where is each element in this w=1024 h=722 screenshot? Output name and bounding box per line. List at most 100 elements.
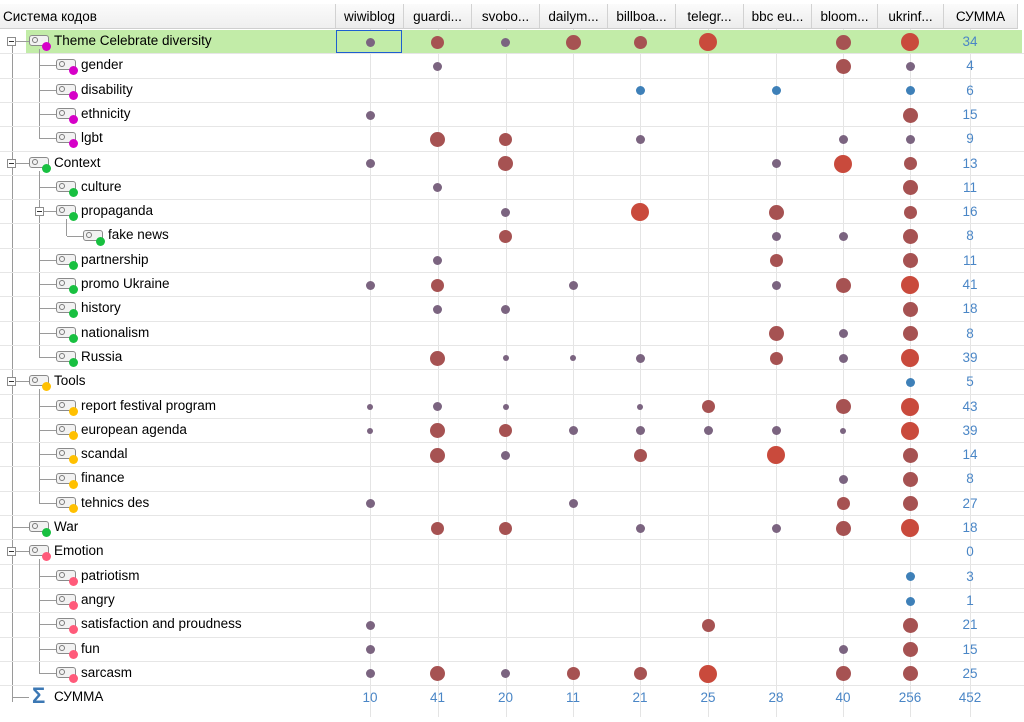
tree-row[interactable] bbox=[0, 249, 1024, 273]
frequency-dot[interactable] bbox=[703, 426, 713, 436]
frequency-dot[interactable] bbox=[365, 620, 375, 630]
frequency-dot[interactable] bbox=[635, 134, 645, 144]
tree-row[interactable] bbox=[0, 297, 1024, 321]
expand-collapse-toggle[interactable] bbox=[7, 158, 16, 168]
column-header-8[interactable]: bloom... bbox=[812, 4, 878, 29]
frequency-dot[interactable] bbox=[771, 280, 781, 290]
expand-collapse-toggle[interactable] bbox=[7, 377, 16, 387]
frequency-dot[interactable] bbox=[501, 450, 510, 460]
frequency-dot[interactable] bbox=[902, 642, 918, 658]
frequency-dot[interactable] bbox=[365, 37, 375, 47]
frequency-dot[interactable] bbox=[499, 230, 512, 244]
frequency-dot[interactable] bbox=[433, 183, 442, 193]
tree-row[interactable] bbox=[0, 492, 1024, 516]
frequency-dot[interactable] bbox=[903, 205, 917, 219]
frequency-dot[interactable] bbox=[835, 34, 851, 50]
selected-cell[interactable] bbox=[336, 30, 402, 53]
tree-row[interactable] bbox=[0, 322, 1024, 346]
code-label[interactable]: lgbt bbox=[81, 130, 103, 146]
frequency-dot[interactable] bbox=[771, 159, 781, 169]
tree-row[interactable] bbox=[0, 516, 1024, 540]
frequency-dot[interactable] bbox=[905, 61, 915, 71]
frequency-dot[interactable] bbox=[768, 326, 784, 342]
frequency-dot[interactable] bbox=[771, 426, 781, 436]
column-header-6[interactable]: telegr... bbox=[676, 4, 744, 29]
frequency-dot[interactable] bbox=[430, 350, 445, 366]
frequency-dot[interactable] bbox=[902, 180, 918, 196]
frequency-dot[interactable] bbox=[365, 499, 375, 509]
frequency-dot[interactable] bbox=[836, 497, 850, 511]
frequency-dot[interactable] bbox=[433, 304, 442, 314]
frequency-dot[interactable] bbox=[769, 254, 783, 268]
code-label[interactable]: scandal bbox=[81, 446, 128, 462]
frequency-dot[interactable] bbox=[901, 397, 919, 416]
frequency-dot[interactable] bbox=[902, 301, 918, 317]
frequency-dot[interactable] bbox=[902, 666, 918, 682]
tree-row[interactable] bbox=[0, 346, 1024, 370]
frequency-dot[interactable] bbox=[570, 355, 576, 362]
frequency-dot[interactable] bbox=[901, 33, 919, 52]
frequency-dot[interactable] bbox=[633, 667, 647, 681]
frequency-dot[interactable] bbox=[905, 572, 915, 582]
frequency-dot[interactable] bbox=[501, 669, 510, 679]
tree-row[interactable] bbox=[0, 638, 1024, 662]
code-label[interactable]: Emotion bbox=[54, 543, 104, 559]
expand-collapse-toggle[interactable] bbox=[7, 547, 16, 557]
tree-row[interactable] bbox=[0, 370, 1024, 394]
frequency-dot[interactable] bbox=[635, 353, 645, 363]
code-label[interactable]: fun bbox=[81, 640, 100, 656]
frequency-dot[interactable] bbox=[367, 427, 373, 434]
frequency-dot[interactable] bbox=[568, 280, 578, 290]
code-label[interactable]: history bbox=[81, 300, 121, 316]
frequency-dot[interactable] bbox=[701, 618, 715, 632]
code-label[interactable]: disability bbox=[81, 81, 133, 97]
frequency-dot[interactable] bbox=[367, 403, 373, 410]
frequency-dot[interactable] bbox=[903, 157, 917, 171]
frequency-dot[interactable] bbox=[838, 134, 848, 144]
column-header-2[interactable]: guardi... bbox=[404, 4, 472, 29]
frequency-dot[interactable] bbox=[901, 421, 919, 440]
frequency-dot[interactable] bbox=[838, 353, 848, 363]
frequency-dot[interactable] bbox=[699, 664, 717, 683]
tree-row[interactable] bbox=[0, 200, 1024, 224]
code-label[interactable]: Tools bbox=[54, 373, 86, 389]
frequency-dot[interactable] bbox=[769, 351, 783, 365]
code-label[interactable]: propaganda bbox=[81, 203, 154, 219]
code-label[interactable]: patriotism bbox=[81, 567, 140, 583]
column-header-7[interactable]: bbc eu... bbox=[744, 4, 812, 29]
tree-row[interactable] bbox=[0, 443, 1024, 467]
frequency-dot[interactable] bbox=[835, 520, 851, 536]
frequency-dot[interactable] bbox=[430, 447, 445, 463]
frequency-dot[interactable] bbox=[835, 58, 851, 74]
frequency-dot[interactable] bbox=[699, 33, 717, 52]
frequency-dot[interactable] bbox=[768, 204, 784, 220]
frequency-dot[interactable] bbox=[838, 645, 848, 655]
code-label[interactable]: Context bbox=[54, 154, 101, 170]
frequency-dot[interactable] bbox=[433, 402, 442, 412]
frequency-dot[interactable] bbox=[835, 666, 851, 682]
frequency-dot[interactable] bbox=[431, 521, 444, 535]
column-header-3[interactable]: svobo... bbox=[472, 4, 540, 29]
frequency-dot[interactable] bbox=[566, 667, 580, 681]
frequency-dot[interactable] bbox=[430, 666, 445, 682]
code-label[interactable]: angry bbox=[81, 591, 115, 607]
column-header-5[interactable]: billboa... bbox=[608, 4, 676, 29]
frequency-dot[interactable] bbox=[501, 304, 510, 314]
frequency-dot[interactable] bbox=[433, 61, 442, 71]
tree-row[interactable] bbox=[0, 103, 1024, 127]
frequency-dot[interactable] bbox=[771, 232, 781, 242]
frequency-dot[interactable] bbox=[905, 86, 915, 96]
code-label[interactable]: report festival program bbox=[81, 397, 217, 413]
code-label[interactable]: gender bbox=[81, 57, 124, 73]
frequency-dot[interactable] bbox=[835, 277, 851, 293]
frequency-dot[interactable] bbox=[631, 203, 649, 222]
frequency-dot[interactable] bbox=[905, 596, 915, 606]
code-label[interactable]: War bbox=[54, 519, 79, 534]
code-label[interactable]: tehnics des bbox=[81, 494, 150, 510]
frequency-dot[interactable] bbox=[902, 326, 918, 342]
frequency-dot[interactable] bbox=[499, 424, 512, 438]
frequency-dot[interactable] bbox=[502, 403, 509, 410]
column-header-1[interactable]: wiwiblog bbox=[336, 4, 404, 29]
frequency-dot[interactable] bbox=[901, 349, 919, 368]
code-label[interactable]: Russia bbox=[81, 348, 123, 364]
